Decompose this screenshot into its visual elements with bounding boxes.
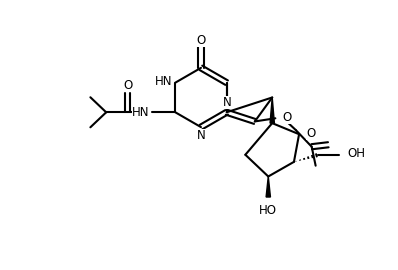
Text: O: O xyxy=(196,34,206,47)
Text: HO: HO xyxy=(259,204,277,217)
Text: N: N xyxy=(197,129,205,142)
Text: HN: HN xyxy=(132,106,149,119)
Text: O: O xyxy=(306,127,316,140)
Polygon shape xyxy=(266,177,271,197)
Text: O: O xyxy=(123,79,133,92)
Text: O: O xyxy=(283,111,292,124)
Text: HN: HN xyxy=(155,75,172,88)
Polygon shape xyxy=(270,97,274,123)
Text: N: N xyxy=(223,96,232,109)
Text: OH: OH xyxy=(348,147,366,160)
